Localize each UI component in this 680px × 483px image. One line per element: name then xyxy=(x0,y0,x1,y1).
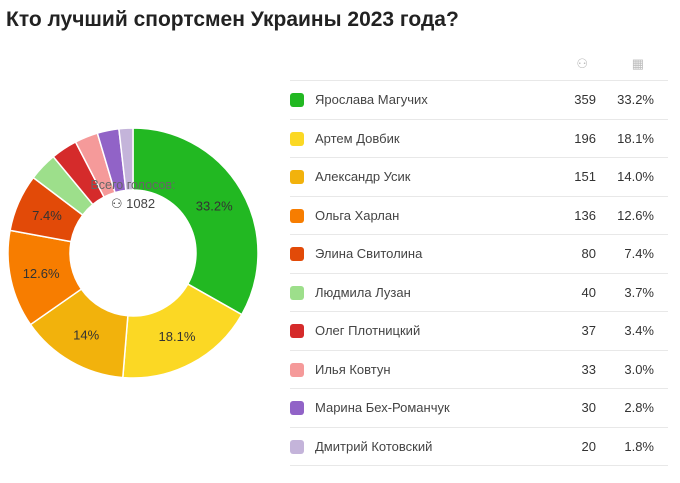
table-row[interactable]: Ярослава Магучих 359 33.2% xyxy=(290,81,668,120)
donut-slice[interactable] xyxy=(118,127,134,192)
votes-column-person-icon: ⚇ xyxy=(576,56,588,71)
vote-percent: 7.4% xyxy=(624,246,654,261)
table-row[interactable]: Элина Свитолина 80 7.4% xyxy=(290,235,668,274)
table-row[interactable]: Дмитрий Котовский 20 1.8% xyxy=(290,428,668,466)
vote-count: 33 xyxy=(581,361,596,377)
table-row[interactable]: Марина Бех-Романчук 30 2.8% xyxy=(290,389,668,428)
donut-slice[interactable] xyxy=(121,283,243,379)
page-title: Кто лучший спортсмен Украины 2023 года? xyxy=(6,8,459,31)
athlete-name: Ольга Харлан xyxy=(315,207,400,223)
table-row[interactable]: Илья Ковтун 33 3.0% xyxy=(290,351,668,389)
vote-count: 151 xyxy=(574,169,596,184)
vote-percent: 14.0% xyxy=(617,169,654,184)
donut-chart: 33.2% 18.1% 14% 12.6% 7.4% xyxy=(7,127,259,379)
vote-count: 136 xyxy=(574,207,596,223)
vote-percent: 12.6% xyxy=(617,207,654,223)
table-header: ⚇ ▦ xyxy=(290,52,668,81)
total-votes: Всего голосов: ⚇ 1082 xyxy=(83,178,183,212)
vote-percent: 18.1% xyxy=(617,130,654,146)
athlete-name: Александр Усик xyxy=(315,169,411,184)
athlete-name: Олег Плотницкий xyxy=(315,323,421,338)
slice-label: 18.1% xyxy=(159,329,196,344)
legend-swatch xyxy=(290,131,304,146)
table-row[interactable]: Ольга Харлан 136 12.6% xyxy=(290,197,668,235)
athlete-name: Дмитрий Котовский xyxy=(315,438,433,454)
vote-count: 359 xyxy=(574,92,596,107)
person-icon: ⚇ xyxy=(110,196,123,211)
donut-slice[interactable] xyxy=(132,127,259,316)
legend-swatch xyxy=(290,401,304,415)
vote-count: 37 xyxy=(581,323,596,338)
legend-swatch xyxy=(290,324,304,338)
percent-column-chart-icon: ▦ xyxy=(631,56,644,71)
table-row[interactable]: Артем Довбик 196 18.1% xyxy=(290,120,668,158)
table-row[interactable]: Олег Плотницкий 37 3.4% xyxy=(290,312,668,351)
vote-percent: 1.8% xyxy=(624,438,654,454)
vote-percent: 3.7% xyxy=(624,284,654,300)
legend-swatch xyxy=(290,362,304,377)
slice-label: 12.6% xyxy=(23,266,60,281)
slice-label: 14% xyxy=(73,328,99,343)
vote-count: 40 xyxy=(581,284,596,300)
legend-swatch xyxy=(290,208,304,223)
table-row[interactable]: Людмила Лузан 40 3.7% xyxy=(290,274,668,312)
athlete-name: Ярослава Магучих xyxy=(315,92,428,107)
legend-swatch xyxy=(290,285,304,300)
vote-count: 196 xyxy=(574,130,596,146)
athlete-name: Илья Ковтун xyxy=(315,361,391,377)
slice-label: 7.4% xyxy=(32,208,62,223)
results-table: ⚇ ▦ Ярослава Магучих 359 33.2% Артем Дов… xyxy=(290,52,668,466)
legend-swatch xyxy=(290,439,304,454)
vote-percent: 2.8% xyxy=(624,400,654,415)
legend-swatch xyxy=(290,170,304,184)
athlete-name: Элина Свитолина xyxy=(315,246,423,261)
total-votes-label: Всего голосов: xyxy=(90,178,176,192)
slice-label: 33.2% xyxy=(196,199,233,214)
athlete-name: Марина Бех-Романчук xyxy=(315,400,450,415)
vote-count: 30 xyxy=(581,400,596,415)
vote-percent: 33.2% xyxy=(617,92,654,107)
total-votes-value: 1082 xyxy=(126,196,156,211)
vote-count: 20 xyxy=(581,438,596,454)
vote-percent: 3.4% xyxy=(624,323,654,338)
vote-percent: 3.0% xyxy=(624,361,654,377)
athlete-name: Артем Довбик xyxy=(315,130,400,146)
athlete-name: Людмила Лузан xyxy=(315,284,411,300)
vote-count: 80 xyxy=(581,246,596,261)
legend-swatch xyxy=(290,93,304,107)
legend-swatch xyxy=(290,247,304,261)
table-row[interactable]: Александр Усик 151 14.0% xyxy=(290,158,668,197)
